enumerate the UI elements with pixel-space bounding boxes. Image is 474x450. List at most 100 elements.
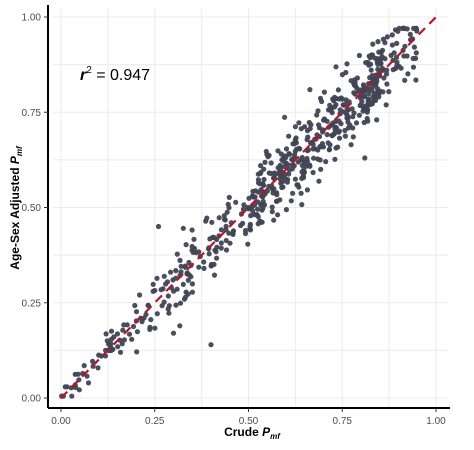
data-point — [381, 75, 387, 81]
data-point — [369, 52, 375, 58]
data-point — [336, 135, 343, 141]
data-point — [95, 365, 101, 371]
data-point — [201, 265, 207, 271]
data-point — [296, 120, 302, 126]
data-point — [388, 52, 394, 59]
data-point — [75, 371, 81, 377]
data-point — [76, 387, 82, 393]
data-point — [304, 187, 310, 193]
data-point — [163, 281, 169, 287]
data-point — [342, 127, 348, 134]
data-point — [327, 107, 333, 113]
data-point — [248, 213, 254, 219]
data-point — [396, 25, 402, 31]
data-point — [129, 336, 135, 342]
data-point — [189, 281, 195, 287]
data-point — [282, 153, 288, 159]
data-point — [308, 140, 314, 146]
data-point — [275, 148, 281, 154]
data-point — [223, 247, 230, 253]
data-point — [161, 273, 167, 279]
data-point — [180, 281, 186, 287]
data-point — [216, 215, 222, 221]
data-point — [121, 337, 127, 343]
data-point — [225, 201, 231, 207]
data-point — [384, 67, 390, 73]
data-point — [386, 89, 392, 95]
data-point — [353, 120, 360, 126]
data-point — [190, 249, 196, 255]
data-point — [292, 148, 298, 154]
data-point — [327, 142, 333, 148]
data-point — [230, 228, 237, 234]
data-point — [300, 157, 306, 163]
data-point — [330, 96, 336, 102]
data-point — [226, 230, 232, 236]
x-tick-label: 1.00 — [426, 416, 446, 427]
x-axis-title-main: Crude — [224, 425, 262, 439]
x-tick-label: 0.75 — [333, 416, 353, 427]
data-point — [226, 194, 232, 200]
data-point — [333, 64, 339, 70]
data-point — [356, 52, 362, 59]
data-point — [250, 208, 256, 214]
data-point — [241, 202, 247, 208]
data-point — [183, 242, 189, 248]
data-point — [90, 358, 96, 364]
data-point — [362, 155, 368, 161]
data-point — [170, 330, 177, 336]
data-point — [203, 218, 209, 224]
x-tick-label: 0.00 — [51, 416, 71, 427]
data-point — [352, 79, 358, 86]
data-point — [299, 202, 305, 208]
data-point — [173, 268, 179, 274]
data-point — [401, 53, 407, 59]
data-point — [134, 349, 140, 355]
data-point — [206, 251, 212, 257]
data-point — [344, 115, 350, 121]
data-point — [201, 259, 207, 265]
data-point — [323, 159, 329, 165]
data-point — [269, 209, 275, 215]
data-point — [150, 281, 156, 287]
data-point — [133, 309, 140, 315]
data-point — [312, 146, 318, 152]
data-point — [332, 104, 338, 110]
data-point — [238, 222, 244, 229]
data-point — [288, 198, 294, 204]
data-point — [287, 151, 293, 157]
data-points — [59, 25, 420, 399]
data-point — [283, 207, 289, 213]
data-point — [108, 328, 115, 334]
data-point — [375, 39, 381, 45]
data-point — [208, 263, 214, 269]
data-point — [372, 96, 378, 102]
data-point — [314, 112, 320, 118]
data-point — [245, 241, 251, 247]
data-point — [168, 269, 174, 275]
data-point — [271, 217, 277, 223]
data-point — [221, 213, 227, 219]
data-point — [277, 197, 283, 203]
x-tick-label: 0.50 — [239, 416, 259, 427]
y-axis-title: Age-Sex Adjusted Pmf — [8, 145, 24, 270]
data-point — [247, 226, 253, 232]
y-tick-label: 0.75 — [22, 108, 42, 119]
data-point — [364, 103, 370, 109]
data-point — [134, 329, 140, 335]
data-point — [258, 169, 264, 175]
data-point — [291, 141, 297, 147]
data-point — [371, 77, 377, 83]
data-point — [258, 163, 264, 169]
data-point — [223, 223, 229, 229]
data-point — [405, 71, 411, 77]
data-point — [177, 257, 183, 263]
data-point — [255, 206, 261, 212]
data-point — [224, 209, 230, 215]
data-point — [315, 156, 321, 162]
data-point — [304, 158, 310, 164]
tick-labels: 0.00 0.25 0.50 0.75 1.00 0.00 0.25 0.50 0.75 1.00 — [22, 13, 447, 428]
data-point — [368, 67, 374, 73]
data-point — [348, 142, 354, 148]
data-point — [307, 163, 313, 169]
